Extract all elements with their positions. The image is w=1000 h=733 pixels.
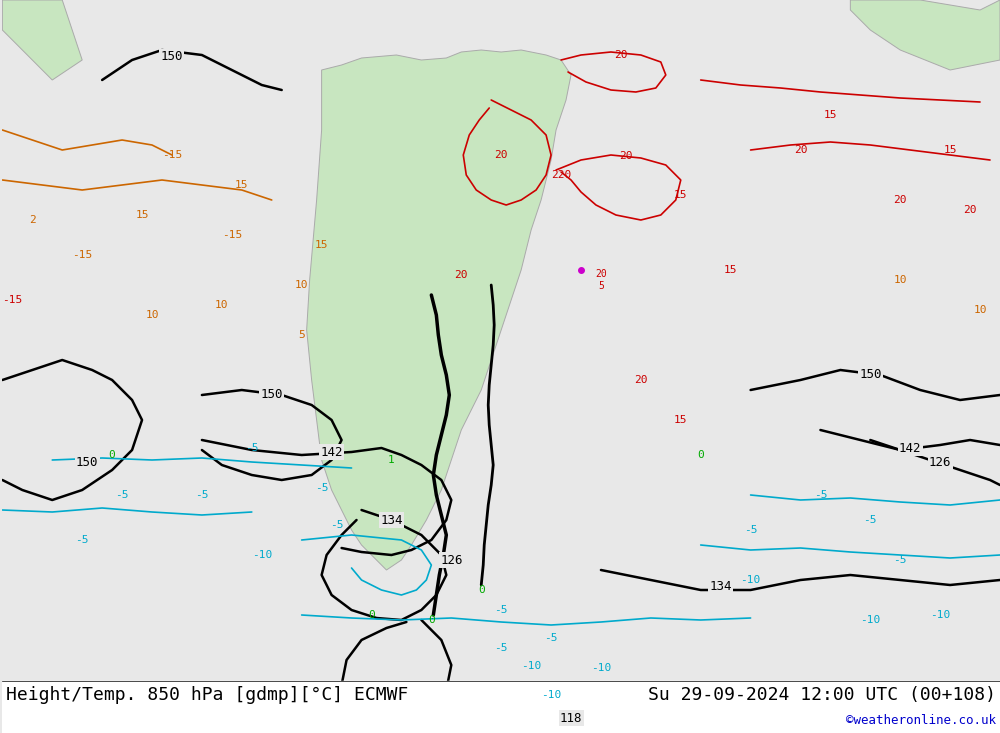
Text: -10: -10 [591,663,611,673]
Text: 20: 20 [619,151,633,161]
Text: 1: 1 [388,455,395,465]
Text: -15: -15 [222,230,242,240]
Text: -5: -5 [544,633,558,643]
Text: 15: 15 [943,145,957,155]
Text: 5: 5 [298,330,305,340]
Text: -10: -10 [740,575,761,585]
Text: 10: 10 [973,305,987,315]
Polygon shape [850,0,1000,70]
Text: 20: 20 [634,375,648,385]
Text: 150: 150 [859,369,882,381]
Text: -5: -5 [744,525,757,535]
Text: 15: 15 [724,265,737,275]
Text: -15: -15 [2,295,22,305]
Text: -5: -5 [330,520,343,530]
Text: 10: 10 [295,280,308,290]
Text: -5: -5 [494,605,508,615]
Text: 126: 126 [440,553,463,567]
Text: 20
5: 20 5 [595,269,607,291]
Text: -10: -10 [930,610,950,620]
Text: -10: -10 [252,550,272,560]
Text: -15: -15 [162,150,182,160]
Text: 142: 142 [320,446,343,459]
Text: 0: 0 [109,450,115,460]
Text: -5: -5 [195,490,209,500]
Text: 15: 15 [135,210,149,220]
Text: 15: 15 [824,110,837,120]
Text: 142: 142 [899,441,921,454]
Text: 150: 150 [161,51,183,64]
Text: 20: 20 [893,195,907,205]
Text: -5: -5 [893,555,907,565]
Text: -5: -5 [814,490,827,500]
Text: Height/Temp. 850 hPa [gdmp][°C] ECMWF: Height/Temp. 850 hPa [gdmp][°C] ECMWF [6,686,409,704]
Text: -5: -5 [115,490,129,500]
Text: 134: 134 [709,581,732,594]
Text: 10: 10 [893,275,907,285]
Text: 220: 220 [551,170,571,180]
Text: 20: 20 [455,270,468,280]
Text: 150: 150 [260,388,283,402]
Polygon shape [307,50,571,570]
Text: 126: 126 [929,455,951,468]
Text: -5: -5 [75,535,89,545]
Text: 118: 118 [560,712,582,724]
Text: 20: 20 [794,145,807,155]
Text: 10: 10 [145,310,159,320]
Text: 15: 15 [674,190,688,200]
Text: 20: 20 [963,205,977,215]
Text: 15: 15 [235,180,249,190]
Text: 134: 134 [380,514,403,526]
Text: -10: -10 [860,615,880,625]
Text: Su 29-09-2024 12:00 UTC (00+108): Su 29-09-2024 12:00 UTC (00+108) [648,686,996,704]
Text: -5: -5 [864,515,877,525]
Text: -10: -10 [541,690,561,700]
Text: 150: 150 [76,457,98,470]
Text: 10: 10 [215,300,229,310]
Text: ©weatheronline.co.uk: ©weatheronline.co.uk [846,715,996,727]
Text: 0: 0 [478,585,485,595]
Text: 15: 15 [315,240,328,250]
Text: -5: -5 [494,643,508,653]
Bar [2,681,1000,733]
Text: 2: 2 [29,215,36,225]
Text: 15: 15 [674,415,688,425]
Text: 0: 0 [428,615,435,625]
Text: 0: 0 [697,450,704,460]
Text: 0: 0 [368,610,375,620]
Text: -5: -5 [315,483,328,493]
Text: 20: 20 [614,50,628,60]
Text: -10: -10 [521,661,541,671]
Polygon shape [2,0,82,80]
Text: -15: -15 [72,250,92,260]
Text: 20: 20 [494,150,508,160]
Text: -5: -5 [245,443,259,453]
